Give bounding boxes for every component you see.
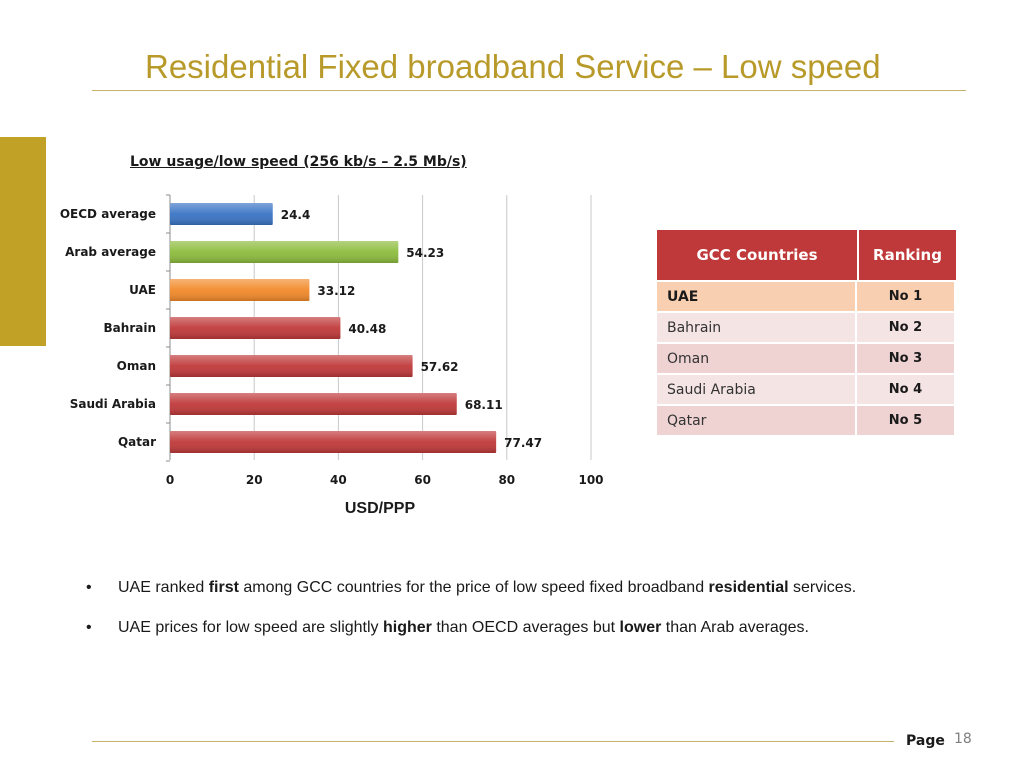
bullet-text: than OECD averages but bbox=[431, 619, 620, 636]
bullet-text: UAE ranked bbox=[118, 579, 209, 596]
x-tick-label: 80 bbox=[498, 473, 515, 487]
bullet-text: UAE prices for low speed are slightly bbox=[118, 619, 383, 636]
rank-cell: No 5 bbox=[857, 406, 954, 435]
bullet-text: among GCC countries for the price of low… bbox=[238, 579, 709, 596]
rank-cell: No 3 bbox=[857, 344, 954, 373]
table-row: Bahrain No 2 bbox=[657, 313, 956, 342]
category-label: Saudi Arabia bbox=[70, 397, 156, 411]
country-cell: Saudi Arabia bbox=[657, 375, 857, 404]
bar-shine bbox=[170, 393, 457, 415]
header-ranking: Ranking bbox=[859, 230, 956, 280]
bullet-dot: • bbox=[86, 619, 92, 636]
category-label: Bahrain bbox=[104, 321, 156, 335]
data-label: 24.4 bbox=[281, 208, 311, 222]
bar-shine bbox=[170, 317, 341, 339]
x-tick-label: 40 bbox=[330, 473, 347, 487]
country-cell: UAE bbox=[657, 282, 857, 311]
side-accent-block bbox=[0, 137, 46, 346]
bullet-text: than Arab averages. bbox=[661, 619, 809, 636]
bullet-emphasis: residential bbox=[708, 579, 789, 596]
category-label: OECD average bbox=[60, 207, 156, 221]
bullet-item: • UAE ranked first among GCC countries f… bbox=[86, 578, 856, 618]
data-label: 33.12 bbox=[317, 284, 355, 298]
x-axis-title: USD/PPP bbox=[345, 500, 416, 517]
bullet-dot: • bbox=[86, 579, 92, 596]
data-label: 54.23 bbox=[406, 246, 444, 260]
category-label: Qatar bbox=[118, 435, 156, 449]
country-cell: Bahrain bbox=[657, 313, 857, 342]
slide-title: Residential Fixed broadband Service – Lo… bbox=[145, 48, 881, 85]
page-number: 18 bbox=[954, 731, 972, 747]
bullet-emphasis: lower bbox=[619, 619, 662, 636]
table-row: Qatar No 5 bbox=[657, 406, 956, 435]
category-label: Oman bbox=[117, 359, 156, 373]
bullet-item: • UAE prices for low speed are slightly … bbox=[86, 618, 856, 658]
bar-shine bbox=[170, 241, 399, 263]
country-cell: Qatar bbox=[657, 406, 857, 435]
rank-cell: No 4 bbox=[857, 375, 954, 404]
rank-cell: No 1 bbox=[857, 282, 954, 311]
bar-shine bbox=[170, 203, 273, 225]
category-label: UAE bbox=[129, 283, 156, 297]
rank-cell: No 2 bbox=[857, 313, 954, 342]
x-tick-label: 60 bbox=[414, 473, 431, 487]
x-tick-label: 20 bbox=[246, 473, 263, 487]
bar-shine bbox=[170, 431, 497, 453]
x-tick-label: 0 bbox=[166, 473, 174, 487]
country-cell: Oman bbox=[657, 344, 857, 373]
x-tick-label: 100 bbox=[578, 473, 603, 487]
data-label: 57.62 bbox=[421, 360, 459, 374]
table-header: GCC Countries Ranking bbox=[657, 230, 956, 280]
page-label: Page bbox=[906, 733, 945, 749]
table-row: Saudi Arabia No 4 bbox=[657, 375, 956, 404]
bar-shine bbox=[170, 355, 413, 377]
data-label: 40.48 bbox=[348, 322, 386, 336]
bullet-text: services. bbox=[788, 579, 857, 596]
category-label: Arab average bbox=[65, 245, 156, 259]
bar-chart: 24.4 OECD average 54.23 Arab average 33.12 UA… bbox=[60, 194, 604, 517]
bar-shine bbox=[170, 279, 310, 301]
table-row: UAE No 1 bbox=[657, 282, 956, 311]
chart-title: Low usage/low speed (256 kb/s – 2.5 Mb/s… bbox=[130, 154, 467, 170]
footer-divider bbox=[92, 741, 894, 742]
bullet-emphasis: higher bbox=[383, 619, 432, 636]
title-divider bbox=[92, 90, 966, 91]
header-gcc-countries: GCC Countries bbox=[657, 230, 859, 280]
table-row: Oman No 3 bbox=[657, 344, 956, 373]
gcc-ranking-table: GCC Countries Ranking UAE No 1 Bahrain N… bbox=[657, 230, 956, 435]
bullet-list: • UAE ranked first among GCC countries f… bbox=[86, 578, 856, 658]
data-label: 77.47 bbox=[504, 436, 542, 450]
data-label: 68.11 bbox=[465, 398, 503, 412]
bullet-emphasis: first bbox=[208, 579, 239, 596]
